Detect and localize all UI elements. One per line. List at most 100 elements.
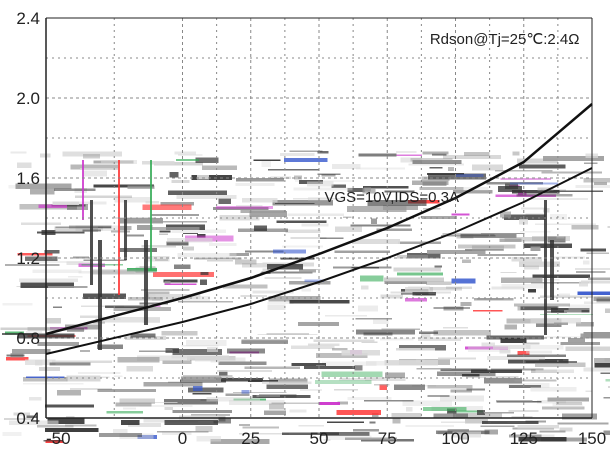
noise-fragment xyxy=(106,411,143,413)
noise-fragment xyxy=(200,272,208,275)
noise-fragment xyxy=(172,410,232,413)
noise-fragment xyxy=(455,174,483,177)
noise-fragment xyxy=(393,418,401,423)
noise-fragment xyxy=(262,381,312,383)
noise-fragment xyxy=(291,346,335,350)
noise-fragment xyxy=(159,233,168,235)
noise-fragment xyxy=(342,350,380,355)
noise-fragment xyxy=(225,394,249,396)
noise-fragment xyxy=(11,151,27,153)
noise-fragment xyxy=(289,151,322,152)
noise-fragment xyxy=(33,270,82,273)
noise-fragment xyxy=(576,185,610,188)
noise-fragment xyxy=(422,216,457,219)
noise-fragment xyxy=(576,271,606,272)
noise-fragment xyxy=(550,190,603,192)
noise-fragment xyxy=(235,183,274,186)
noise-fragment xyxy=(268,169,319,171)
noise-fragment xyxy=(587,253,610,255)
noise-fragment xyxy=(513,152,520,156)
noise-fragment xyxy=(519,165,566,169)
noise-fragment xyxy=(257,395,280,396)
x-tick-label: 150 xyxy=(578,429,606,448)
noise-fragment xyxy=(585,390,591,392)
noise-fragment xyxy=(178,253,237,257)
noise-fragment xyxy=(113,429,127,433)
annotation-2: VGS=10V,IDS=0.3A xyxy=(324,189,459,206)
noise-fragment xyxy=(514,379,556,381)
noise-fragment xyxy=(360,276,383,282)
noise-fragment xyxy=(443,327,468,329)
noise-fragment xyxy=(380,338,414,340)
annotation-1: Rdson@Tj=25℃:2.4Ω xyxy=(430,31,580,48)
noise-fragment xyxy=(142,161,175,165)
noise-fragment xyxy=(598,297,610,298)
noise-fragment xyxy=(536,370,574,374)
noise-fragment xyxy=(314,339,375,342)
noise-fragment xyxy=(334,389,358,391)
noise-fragment xyxy=(396,151,416,153)
noise-streak xyxy=(150,160,152,270)
noise-fragment xyxy=(581,248,606,251)
noise-fragment xyxy=(219,362,267,365)
noise-fragment xyxy=(245,366,300,369)
noise-fragment xyxy=(73,257,89,259)
noise-fragment xyxy=(46,318,61,323)
noise-fragment xyxy=(49,362,90,365)
noise-fragment xyxy=(539,360,563,361)
noise-fragment xyxy=(6,354,24,356)
noise-fragment xyxy=(3,303,33,306)
noise-fragment xyxy=(452,214,470,216)
noise-fragment xyxy=(443,306,463,310)
noise-fragment xyxy=(579,281,588,286)
noise-fragment xyxy=(406,425,455,426)
noise-fragment xyxy=(175,152,196,155)
noise-fragment xyxy=(325,315,367,316)
noise-fragment xyxy=(547,397,589,401)
noise-fragment xyxy=(207,260,233,262)
noise-fragment xyxy=(21,223,61,226)
noise-streak xyxy=(544,200,547,335)
noise-fragment xyxy=(433,330,491,336)
noise-fragment xyxy=(540,314,593,315)
noise-fragment xyxy=(384,282,427,284)
noise-fragment xyxy=(519,262,560,267)
noise-fragment xyxy=(161,331,197,335)
noise-fragment xyxy=(178,154,203,155)
noise-fragment xyxy=(566,347,610,351)
noise-fragment xyxy=(604,397,610,398)
noise-fragment xyxy=(501,277,543,283)
noise-fragment xyxy=(331,185,346,188)
noise-fragment xyxy=(249,211,287,217)
noise-fragment xyxy=(80,350,90,352)
noise-fragment xyxy=(280,153,315,156)
noise-fragment xyxy=(528,289,536,293)
noise-fragment xyxy=(530,387,576,392)
noise-fragment xyxy=(153,221,207,222)
noise-fragment xyxy=(358,153,396,156)
noise-fragment xyxy=(583,261,589,265)
noise-fragment xyxy=(268,305,286,310)
noise-fragment xyxy=(97,389,156,392)
noise-fragment xyxy=(552,403,582,408)
x-tick-label: 50 xyxy=(310,429,329,448)
noise-fragment xyxy=(242,198,277,203)
noise-streak xyxy=(90,200,93,285)
noise-fragment xyxy=(398,241,441,244)
noise-fragment xyxy=(166,348,180,353)
noise-fragment xyxy=(195,357,246,361)
noise-fragment xyxy=(298,322,339,326)
noise-fragment xyxy=(114,376,122,377)
noise-fragment xyxy=(206,397,260,402)
noise-fragment xyxy=(275,203,315,204)
noise-fragment xyxy=(315,380,371,384)
noise-streak xyxy=(98,240,102,350)
noise-fragment xyxy=(426,282,451,286)
noise-fragment xyxy=(176,195,236,199)
noise-fragment xyxy=(353,429,379,432)
noise-fragment xyxy=(227,348,265,353)
noise-fragment xyxy=(80,168,118,170)
noise-fragment xyxy=(366,361,422,365)
noise-fragment xyxy=(57,390,81,396)
